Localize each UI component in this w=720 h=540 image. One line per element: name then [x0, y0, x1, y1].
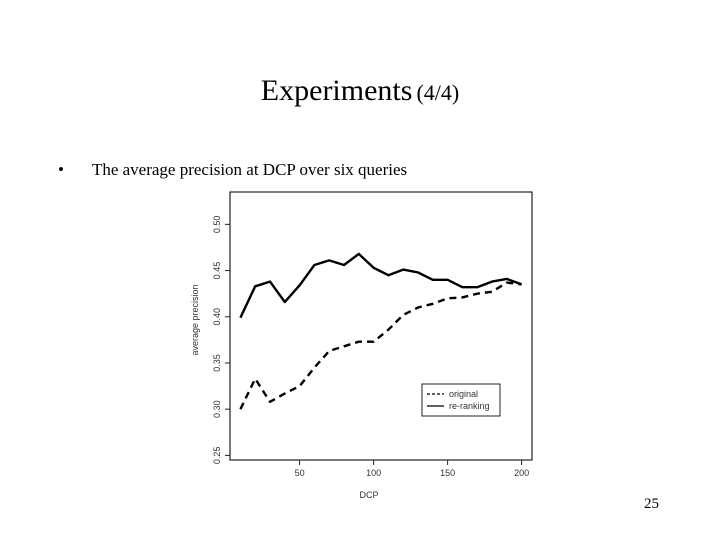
x-tick-label: 100 [366, 468, 381, 478]
y-tick-label: 0.35 [212, 354, 222, 372]
series-line-re-ranking [239, 252, 523, 319]
y-tick-label: 0.40 [212, 308, 222, 326]
bullet-item: • The average precision at DCP over six … [58, 160, 407, 180]
slide-title-main: Experiments [260, 74, 413, 107]
y-tick-label: 0.45 [212, 262, 222, 280]
x-axis-label: DCP [359, 490, 378, 500]
y-tick-label: 0.50 [212, 216, 222, 234]
legend-label: original [449, 389, 478, 399]
slide-title: Experiments (4/4) [0, 74, 720, 108]
legend-label: re-ranking [449, 401, 490, 411]
bullet-text: The average precision at DCP over six qu… [91, 160, 408, 179]
slide-title-suffix: (4/4) [416, 80, 460, 105]
y-tick-label: 0.25 [212, 447, 222, 465]
plot-frame [229, 191, 533, 461]
y-axis-label: average precision [190, 284, 200, 355]
page-number: 25 [644, 496, 659, 512]
bullet-marker: • [58, 160, 64, 179]
x-tick-label: 200 [514, 468, 529, 478]
series-line-original [239, 281, 522, 410]
x-tick-label: 50 [295, 468, 305, 478]
x-tick-label: 150 [440, 468, 455, 478]
legend-box [421, 383, 501, 417]
precision-line-chart: 50 100 150 200 0.25 0.30 0.35 0.40 0.45 0.50 DCP av… [190, 191, 533, 500]
y-tick-label: 0.30 [212, 400, 222, 418]
